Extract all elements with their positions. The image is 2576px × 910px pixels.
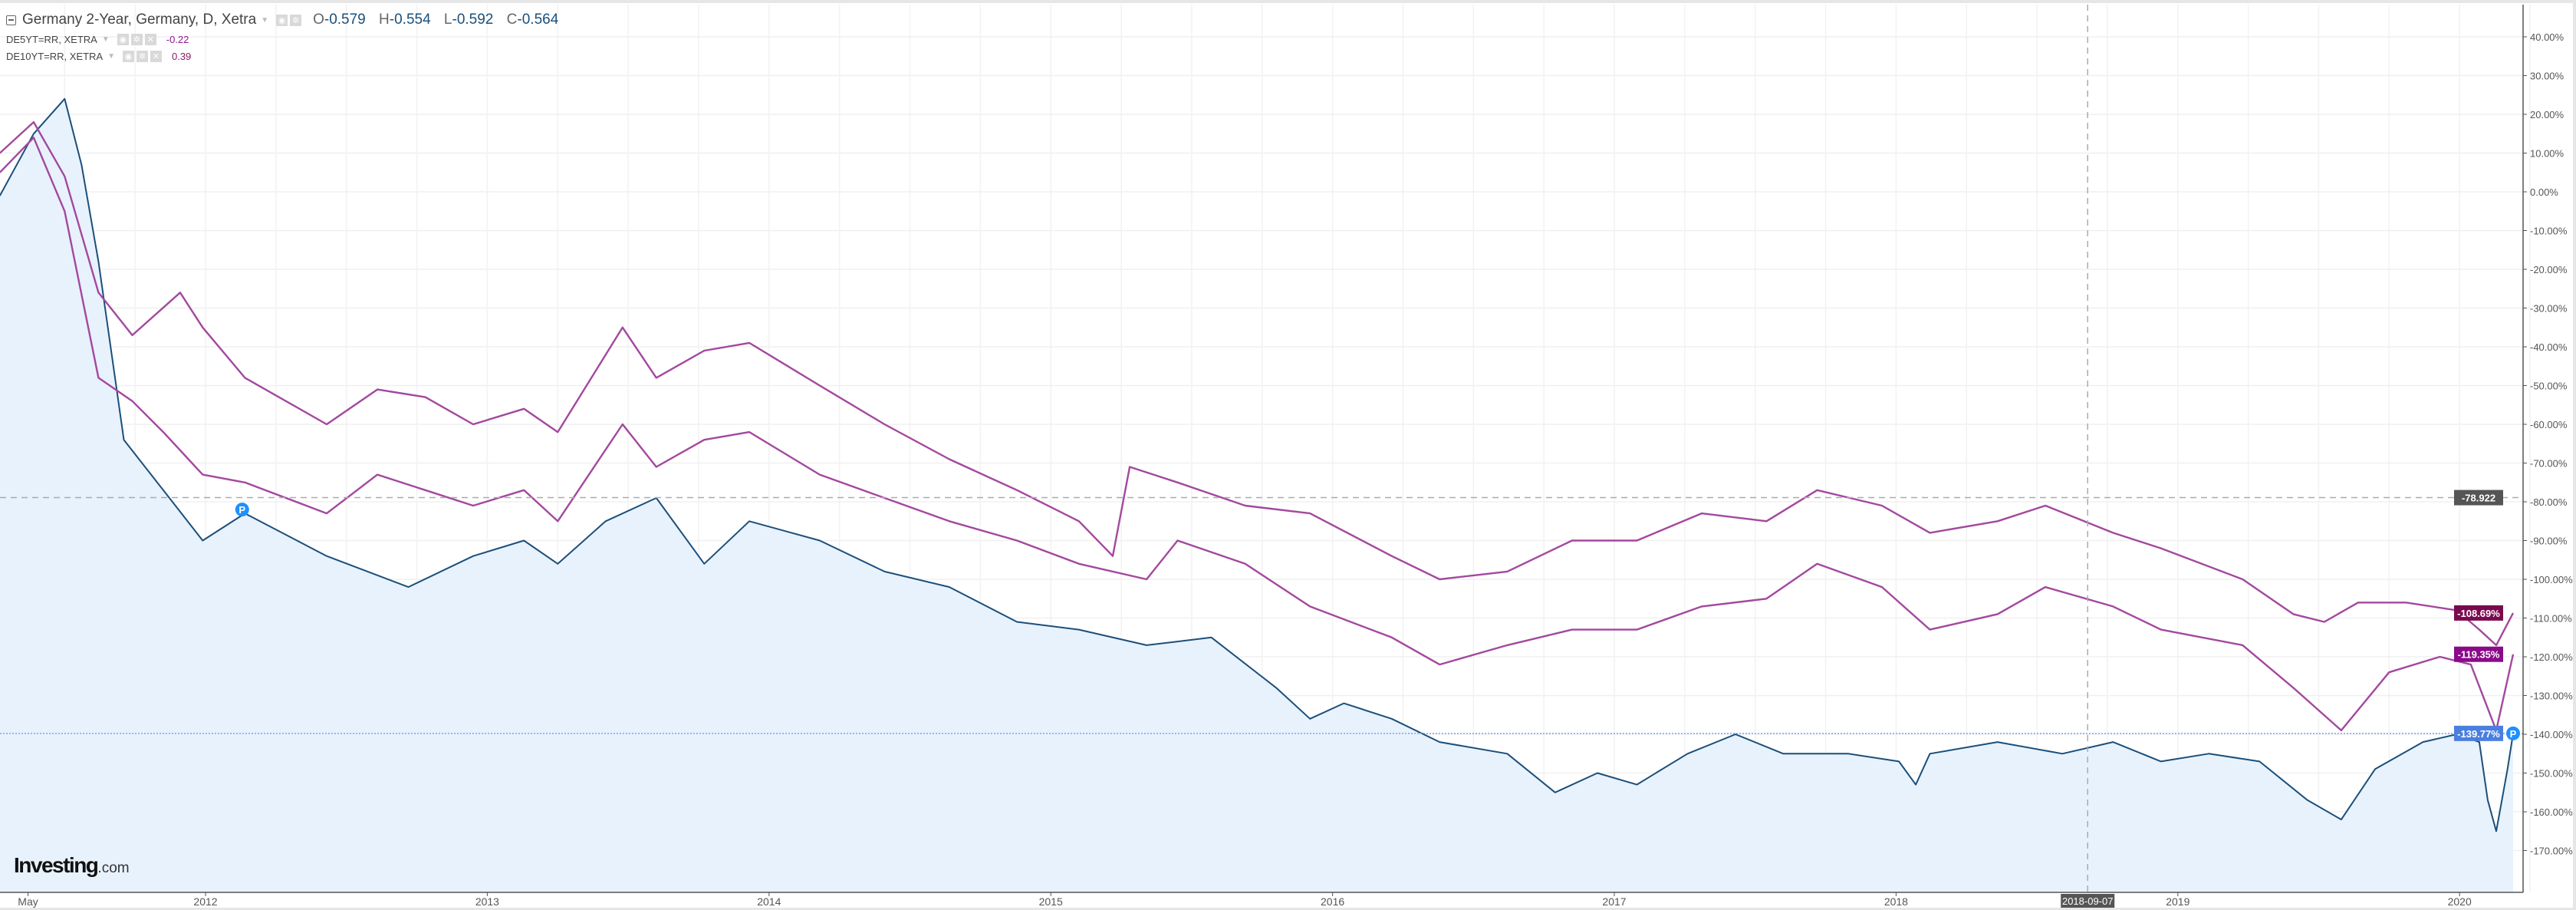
y-tick-label: -130.00% bbox=[2530, 691, 2573, 702]
y-tick-label: -30.00% bbox=[2530, 303, 2568, 315]
brand-name: Investing bbox=[14, 853, 99, 877]
germany-2y-last-label: -139.77% bbox=[2454, 725, 2503, 741]
y-tick-label: 30.00% bbox=[2530, 71, 2564, 82]
close-value: -0.564 bbox=[517, 12, 559, 28]
marker-circle bbox=[2506, 726, 2521, 740]
y-tick-label: -140.00% bbox=[2530, 729, 2573, 740]
eye-icon[interactable]: ◉ bbox=[117, 33, 129, 45]
y-tick-label: -20.00% bbox=[2530, 264, 2568, 275]
crosshair-value-label: -78.922 bbox=[2454, 490, 2503, 506]
investing-logo: Investing.com bbox=[14, 853, 130, 878]
series-line-de5y bbox=[0, 137, 2515, 732]
close-icon[interactable]: ✕ bbox=[144, 33, 156, 45]
series-layer: PP bbox=[0, 5, 2523, 892]
y-tick-label: -110.00% bbox=[2530, 613, 2572, 625]
y-tick-label: -170.00% bbox=[2530, 846, 2573, 857]
area-fill-germany-2y bbox=[0, 98, 2514, 892]
y-tick-label: 0.00% bbox=[2530, 186, 2558, 198]
gear-icon[interactable]: ✲ bbox=[130, 33, 143, 45]
chevron-down-icon[interactable]: ▼ bbox=[101, 35, 110, 44]
overlay-value: -0.22 bbox=[166, 33, 189, 45]
legend-overlay-de10y: DE10YT=RR, XETRA ▼ ◉ ✲ ✕ 0.39 bbox=[6, 48, 568, 64]
y-tick-label: -100.00% bbox=[2530, 574, 2573, 585]
overlay-name[interactable]: DE10YT=RR, XETRA bbox=[6, 50, 104, 62]
marker-label: P bbox=[2510, 728, 2517, 740]
bottom-bar bbox=[0, 908, 2576, 910]
right-bar bbox=[2573, 0, 2576, 910]
gear-icon[interactable]: ✲ bbox=[290, 14, 302, 26]
y-tick-label: -50.00% bbox=[2530, 381, 2568, 392]
de5y-last-label-text: -119.35% bbox=[2458, 649, 2500, 661]
high-value: -0.554 bbox=[389, 12, 431, 28]
series-line-germany-2y bbox=[0, 97, 2514, 833]
germany-2y-last-label-text: -139.77% bbox=[2457, 728, 2500, 740]
crosshair-date-bg bbox=[2061, 894, 2115, 908]
legend-overlay-de5y: DE5YT=RR, XETRA ▼ ◉ ✲ ✕ -0.22 bbox=[6, 31, 568, 48]
ohlc-values: O-0.579 H-0.554 L-0.592 C-0.564 bbox=[313, 12, 568, 28]
y-tick-label: -90.00% bbox=[2530, 536, 2568, 547]
de10y-last-label-bg bbox=[2454, 605, 2503, 621]
y-tick-label: -160.00% bbox=[2530, 806, 2573, 818]
legend-main-series: Germany 2-Year, Germany, D, Xetra ▼ ◉ ✲ … bbox=[6, 9, 568, 31]
crosshair-value-label-bg bbox=[2454, 490, 2503, 506]
y-tick-label: 10.00% bbox=[2530, 148, 2564, 160]
x-tick-label: 2018 bbox=[1884, 895, 1908, 908]
y-tick-label: -70.00% bbox=[2530, 458, 2568, 470]
x-tick-label: 2015 bbox=[1039, 895, 1063, 908]
close-label: C bbox=[506, 12, 518, 28]
marker-p[interactable]: P bbox=[235, 503, 249, 517]
series-line-de10y bbox=[0, 120, 2515, 647]
de10y-last-label-text: -108.69% bbox=[2457, 608, 2500, 619]
low-label: L bbox=[443, 12, 452, 28]
close-icon[interactable]: ✕ bbox=[150, 50, 162, 62]
y-tick-label: -60.00% bbox=[2530, 419, 2568, 430]
x-tick-label: 2017 bbox=[1602, 895, 1626, 908]
series-title[interactable]: Germany 2-Year, Germany, D, Xetra bbox=[22, 12, 257, 28]
x-tick-label: 2016 bbox=[1321, 895, 1344, 908]
open-label: O bbox=[313, 12, 324, 28]
y-tick-label: -10.00% bbox=[2530, 226, 2568, 237]
open-value: -0.579 bbox=[324, 12, 366, 28]
crosshair-date-text: 2018-09-07 bbox=[2062, 895, 2114, 907]
y-tick-label: -120.00% bbox=[2530, 651, 2573, 663]
high-label: H bbox=[379, 12, 390, 28]
marker-label: P bbox=[239, 504, 245, 516]
de5y-last-label-bg bbox=[2454, 646, 2503, 662]
overlay-value: 0.39 bbox=[171, 50, 192, 62]
chevron-down-icon[interactable]: ▼ bbox=[261, 15, 269, 25]
x-tick-label: 2020 bbox=[2448, 895, 2472, 908]
marker-p[interactable]: P bbox=[2506, 726, 2521, 740]
chevron-down-icon[interactable]: ▼ bbox=[107, 51, 115, 61]
collapse-icon[interactable] bbox=[6, 15, 16, 25]
gear-icon[interactable]: ✲ bbox=[136, 50, 148, 62]
crosshair-value-label-text: -78.922 bbox=[2462, 493, 2495, 504]
x-tick-label: 2013 bbox=[475, 895, 499, 908]
x-tick-label: 2012 bbox=[193, 895, 217, 908]
price-labels: -78.922 -108.69% -119.35% -139.77% 2018-09-0… bbox=[2061, 490, 2503, 908]
low-value: -0.592 bbox=[452, 12, 494, 28]
brand-suffix: .com bbox=[97, 860, 130, 876]
eye-icon[interactable]: ◉ bbox=[276, 14, 288, 26]
y-tick-label: -80.00% bbox=[2530, 496, 2568, 508]
overlay-name[interactable]: DE5YT=RR, XETRA bbox=[6, 33, 97, 45]
eye-icon[interactable]: ◉ bbox=[122, 50, 134, 62]
y-tick-label: -150.00% bbox=[2530, 768, 2573, 780]
crosshair-date-label: 2018-09-07 bbox=[2061, 894, 2115, 908]
y-tick-label: 20.00% bbox=[2530, 109, 2564, 120]
x-tick-label: May bbox=[18, 895, 38, 908]
y-tick-label: -40.00% bbox=[2530, 341, 2568, 353]
y-tick-label: 40.00% bbox=[2530, 31, 2564, 43]
de10y-last-label: -108.69% bbox=[2454, 605, 2503, 621]
de5y-last-label: -119.35% bbox=[2454, 646, 2503, 662]
germany-2y-last-label-bg bbox=[2454, 725, 2503, 741]
marker-circle bbox=[235, 503, 249, 517]
x-tick-label: 2019 bbox=[2166, 895, 2189, 908]
x-tick-label: 2014 bbox=[757, 895, 781, 908]
chart-legend: Germany 2-Year, Germany, D, Xetra ▼ ◉ ✲ … bbox=[6, 9, 568, 64]
